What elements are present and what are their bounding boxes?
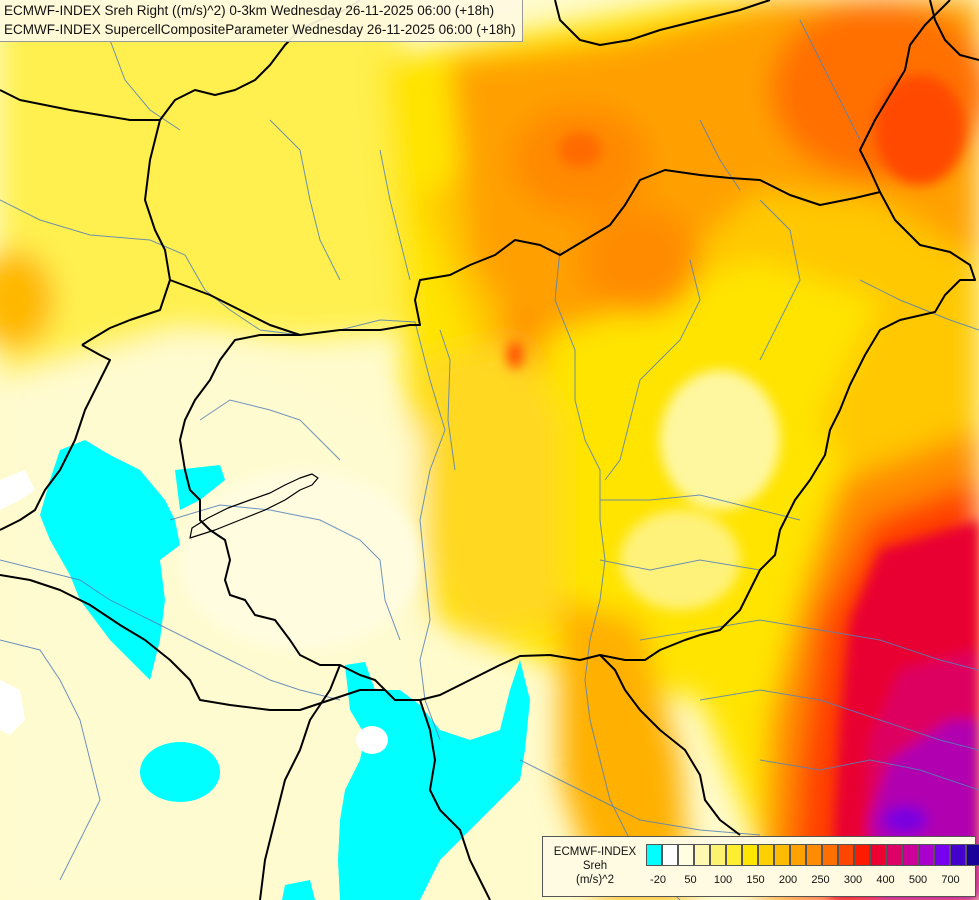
legend-swatch-13 xyxy=(854,844,870,866)
legend-swatch-6 xyxy=(742,844,758,866)
legend-swatch-19 xyxy=(950,844,966,866)
legend-swatch-16 xyxy=(902,844,918,866)
color-legend: ECMWF-INDEX Sreh (m/s)^2 -20 50 100 150 200 2… xyxy=(542,836,979,897)
legend-tick-2: 100 xyxy=(713,874,733,886)
legend-tick-0: -20 xyxy=(650,874,666,886)
legend-variable: Sreh xyxy=(582,860,608,872)
legend-tick-5: 250 xyxy=(811,874,830,886)
map-title-box: ECMWF-INDEX Sreh Right ((m/s)^2) 0-3km W… xyxy=(0,0,523,42)
legend-unit: (m/s)^2 xyxy=(576,874,614,886)
legend-swatch-0 xyxy=(646,844,662,866)
legend-tick-4: 200 xyxy=(778,874,798,886)
title-line-2: ECMWF-INDEX SupercellCompositeParameter … xyxy=(4,22,516,37)
legend-swatch-14 xyxy=(870,844,886,866)
legend-tick-7: 400 xyxy=(876,874,895,886)
legend-color-bar xyxy=(646,844,979,866)
legend-swatch-7 xyxy=(758,844,774,866)
legend-tick-6: 300 xyxy=(843,874,863,886)
legend-source: ECMWF-INDEX xyxy=(553,846,637,858)
legend-swatch-17 xyxy=(918,844,934,866)
title-line-1: ECMWF-INDEX Sreh Right ((m/s)^2) 0-3km W… xyxy=(4,3,495,18)
legend-swatch-4 xyxy=(710,844,726,866)
negative-sreh-areas xyxy=(0,440,530,900)
legend-tick-1: 50 xyxy=(684,874,697,886)
legend-swatch-9 xyxy=(790,844,806,866)
legend-swatch-18 xyxy=(934,844,950,866)
legend-swatch-12 xyxy=(838,844,854,866)
legend-swatch-11 xyxy=(822,844,838,866)
legend-tick-labels: -20 50 100 150 200 250 300 400 500 700 xyxy=(646,874,976,890)
legend-tick-8: 500 xyxy=(908,874,928,886)
legend-swatch-10 xyxy=(806,844,822,866)
legend-swatch-5 xyxy=(726,844,742,866)
legend-swatch-2 xyxy=(678,844,694,866)
legend-swatch-20 xyxy=(966,844,979,866)
legend-swatch-1 xyxy=(662,844,678,866)
legend-title: ECMWF-INDEX Sreh (m/s)^2 xyxy=(547,845,643,887)
legend-swatch-15 xyxy=(886,844,902,866)
legend-swatch-8 xyxy=(774,844,790,866)
legend-swatch-3 xyxy=(694,844,710,866)
legend-tick-3: 150 xyxy=(746,874,765,886)
legend-tick-9: 700 xyxy=(941,874,960,886)
